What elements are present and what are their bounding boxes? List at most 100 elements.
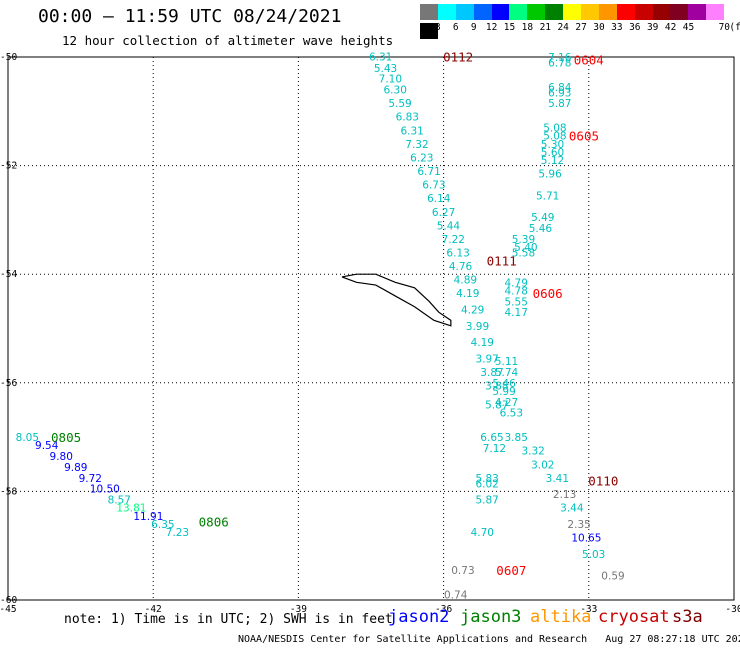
swh-value-label: 0.59 <box>601 571 624 583</box>
swh-value-label: 4.76 <box>449 261 473 273</box>
swh-value-label: 3.99 <box>466 321 489 333</box>
swh-value-label: 6.35 <box>151 519 174 531</box>
swh-value-label: 3.02 <box>531 459 554 471</box>
swh-value-label: 5.43 <box>374 63 397 75</box>
note-text: note: 1) Time is in UTC; 2) SWH is in fe… <box>64 612 393 627</box>
swh-value-label: 11.91 <box>133 511 163 523</box>
legend-label: 6 <box>452 22 459 33</box>
track-time-label: 0111 <box>487 254 517 269</box>
legend-swatch <box>688 4 707 20</box>
swh-value-label: 9.54 <box>35 440 59 452</box>
legend-label: 30 <box>593 22 605 33</box>
legend-label: 33 <box>611 22 623 33</box>
legend-label: 18 <box>521 22 534 33</box>
legend-swatch <box>670 4 689 20</box>
swh-value-label: 6.84 <box>548 82 572 94</box>
swh-value-label: 6.14 <box>427 193 451 205</box>
swh-value-label: 5.87 <box>548 98 571 110</box>
swh-value-label: 3.87 <box>480 367 503 379</box>
swh-value-label: 5.71 <box>536 190 559 202</box>
swh-value-label: 7.23 <box>166 527 189 539</box>
map-subtitle: 12 hour collection of altimeter wave hei… <box>62 33 394 48</box>
swh-value-label: 6.83 <box>396 112 419 124</box>
swh-value-label: 5.11 <box>495 356 518 368</box>
legend-label: 9 <box>470 22 477 33</box>
legend-swatch <box>563 4 582 20</box>
swh-value-label: 5.03 <box>582 549 605 561</box>
swh-value-label: 10.65 <box>571 533 601 545</box>
swh-value-label: 6.27 <box>432 207 455 219</box>
swh-value-label: 7.22 <box>442 234 465 246</box>
swh-value-label: 3.41 <box>546 473 569 485</box>
swh-value-label: 4.78 <box>505 285 528 297</box>
track-time-label: 0112 <box>443 49 473 64</box>
swh-value-label: 6.31 <box>369 51 392 63</box>
swh-value-label: 5.74 <box>495 367 519 379</box>
swh-value-label: 8.05 <box>16 432 39 444</box>
swh-value-label: 4.70 <box>471 527 494 539</box>
track-time-label: 0605 <box>569 129 599 144</box>
swh-value-label: 9.89 <box>64 462 87 474</box>
lon-tick-label: -39 <box>290 604 307 615</box>
track-time-label: 0805 <box>51 430 81 445</box>
legend-swatch <box>509 4 528 20</box>
lat-tick-label: -56 <box>0 378 17 389</box>
swh-value-label: 3.88 <box>485 381 508 393</box>
swh-value-label: 4.29 <box>461 304 484 316</box>
legend-swatch <box>437 4 456 20</box>
map-frame <box>7 56 735 601</box>
lat-tick-label: -54 <box>0 269 17 280</box>
lat-tick-label: -58 <box>0 486 17 497</box>
lon-tick-label: -42 <box>145 604 162 615</box>
swh-value-label: 2.13 <box>553 489 576 501</box>
swh-value-label: 5.60 <box>541 147 564 159</box>
swh-value-label: 5.12 <box>541 155 564 167</box>
legend-label: 12 <box>485 22 498 33</box>
lat-tick-label: -52 <box>0 161 17 172</box>
swh-value-label: 5.83 <box>475 473 498 485</box>
map-title: 00:00 – 11:59 UTC 08/24/2021 <box>38 6 342 27</box>
swh-value-label: 4.19 <box>456 288 479 300</box>
satellite-jason2: jason2 <box>388 607 450 627</box>
swh-value-label: 4.79 <box>505 277 528 289</box>
track-time-label: 0607 <box>496 563 526 578</box>
swh-value-label: 6.65 <box>480 432 503 444</box>
swh-value-label: 5.99 <box>492 386 515 398</box>
swh-value-label: 7.32 <box>405 139 428 151</box>
legend-unit: (ft) <box>729 22 740 33</box>
swh-value-label: 6.02 <box>475 478 498 490</box>
swh-value-label: 6.30 <box>384 85 407 97</box>
swh-value-label: 0.73 <box>451 565 474 577</box>
legend-label: 15 <box>503 22 516 33</box>
lon-tick-label: -36 <box>435 604 452 615</box>
swh-value-label: 0.74 <box>444 590 468 602</box>
swh-value-label: 5.30 <box>541 139 564 151</box>
legend-swatch <box>420 23 438 39</box>
legend-label: 42 <box>664 22 677 33</box>
swh-value-label: 6.13 <box>446 247 469 259</box>
swh-value-label: 5.46 <box>529 223 553 235</box>
legend-swatch <box>706 4 725 20</box>
swh-value-label: 2.35 <box>567 519 590 531</box>
legend-swatch <box>527 4 546 20</box>
track-time-label: 0606 <box>533 286 563 301</box>
swh-value-label: 5.46 <box>492 378 516 390</box>
swh-value-label: 5.08 <box>543 123 566 135</box>
legend-swatch <box>455 4 474 20</box>
legend-swatch <box>545 4 564 20</box>
swh-value-label: 3.32 <box>521 446 544 458</box>
swh-value-label: 7.10 <box>379 74 402 86</box>
swh-value-label: 5.40 <box>514 242 537 254</box>
swh-value-label: 3.44 <box>560 503 584 515</box>
track-time-label: 0604 <box>574 53 604 68</box>
swh-value-label: 10.50 <box>90 484 120 496</box>
swh-value-label: 5.58 <box>512 247 535 259</box>
swh-value-label: 5.87 <box>475 495 498 507</box>
legend-label: 70 <box>718 22 731 33</box>
legend-swatch <box>616 4 635 20</box>
swh-value-label: 5.55 <box>505 296 528 308</box>
swh-value-label: 6.93 <box>548 87 571 99</box>
swh-value-label: 4.17 <box>505 307 528 319</box>
swh-value-label: 6.53 <box>500 408 523 420</box>
swh-value-label: 9.80 <box>50 451 73 463</box>
